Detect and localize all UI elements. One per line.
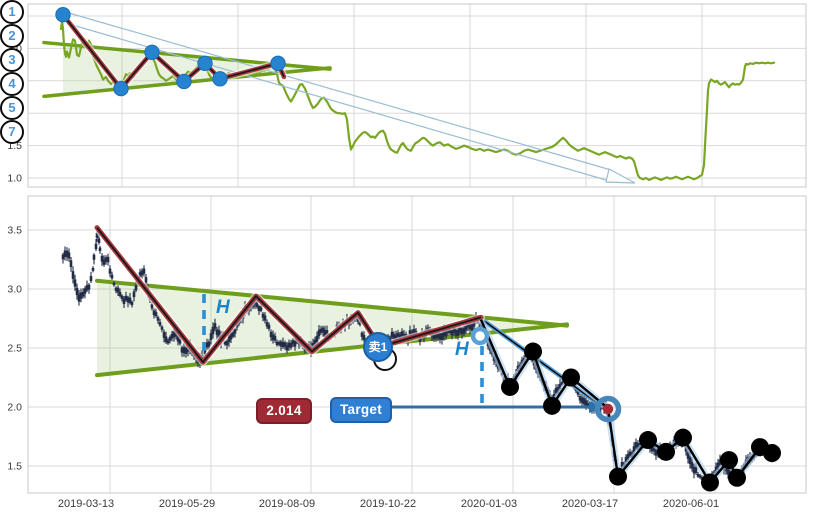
x-tick-label: 2020-01-03 <box>461 498 517 510</box>
y-tick-label: 3.5 <box>7 225 22 237</box>
trend-arrow-core <box>483 320 599 405</box>
y-tick-label: 3.5 <box>7 11 22 23</box>
swing-dot <box>728 468 746 487</box>
swing-dot <box>543 396 561 415</box>
x-tick-label: 2020-03-17 <box>562 498 618 510</box>
y-tick-label: 2.5 <box>7 343 22 355</box>
x-tick-label: 2020-06-01 <box>663 498 719 510</box>
pivot-dot <box>113 80 129 97</box>
x-tick-label: 2019-08-09 <box>259 498 315 510</box>
y-tick-label: 1.5 <box>7 140 22 152</box>
swing-dot <box>674 428 692 447</box>
top-chart: 3.5 3.0 2.5 2.0 1.5 1.0 <box>7 3 807 188</box>
swing-dot <box>720 451 738 470</box>
x-tick-label: 2019-03-13 <box>58 498 114 510</box>
swing-dot <box>657 442 675 461</box>
y-tick-label: 3.0 <box>7 284 22 296</box>
swing-dot <box>763 444 781 463</box>
channel-arrowhead-icon <box>605 168 636 184</box>
pivot-dot <box>270 55 286 72</box>
y-tick-label: 3.0 <box>7 43 22 55</box>
y-tick-label: 2.0 <box>7 402 22 414</box>
channel-line <box>68 12 612 171</box>
y-tick-label: 1.0 <box>7 173 22 185</box>
swing-dot <box>562 368 580 387</box>
pivot-dot <box>55 7 71 23</box>
swing-dot <box>701 473 719 492</box>
bottom-border <box>27 195 807 494</box>
top-border <box>27 3 807 188</box>
trendline <box>95 278 569 328</box>
pivot-dot <box>176 73 192 90</box>
y-tick-label: 2.5 <box>7 75 22 87</box>
y-tick-label: 1.5 <box>7 461 22 473</box>
pivot-dot <box>144 44 160 60</box>
swing-dot <box>639 431 657 450</box>
bottom-chart: 3.5 3.0 2.5 2.0 1.5 2019-03-13 2019-05-29 2019-… <box>7 195 807 510</box>
x-tick-label: 2019-05-29 <box>159 498 215 510</box>
swing-dot <box>524 342 542 361</box>
target-marker-dot-icon <box>602 403 614 415</box>
swing-dot <box>609 467 627 486</box>
swing-dot <box>501 377 519 396</box>
sell-point-ring-icon <box>470 326 490 346</box>
target-marker-ring-icon <box>594 395 622 423</box>
x-tick-label: 2019-10-22 <box>360 498 416 510</box>
zigzag-core <box>62 14 285 90</box>
pivot-dot <box>197 55 213 72</box>
y-tick-label: 2.0 <box>7 108 22 120</box>
price-line <box>59 20 776 182</box>
pivot-dot <box>212 71 228 87</box>
